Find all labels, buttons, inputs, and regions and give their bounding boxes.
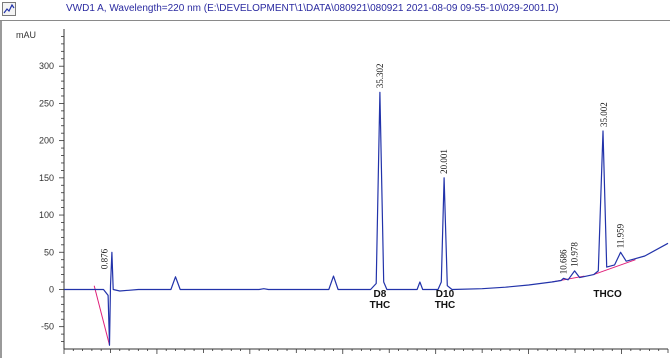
annotation-line2: THC — [435, 300, 456, 311]
window-title: VWD1 A, Wavelength=220 nm (E:\DEVELOPMEN… — [66, 3, 559, 14]
baseline-segment — [593, 259, 636, 276]
peak-label: 10.686 — [558, 249, 568, 274]
peak-label: 35.302 — [375, 64, 385, 89]
y-tick-label: 50 — [44, 247, 54, 257]
peak-labels: 0.876 35.302 20.001 10.686 10.978 35.002 11.95… — [100, 64, 626, 275]
title-bar: VWD1 A, Wavelength=220 nm (E:\DEVELOPMEN… — [0, 0, 670, 21]
y-axis-label: mAU — [16, 30, 36, 40]
y-tick-label: 150 — [39, 173, 54, 183]
baseline-segment — [93, 285, 111, 346]
chart-icon — [2, 2, 16, 16]
y-tick-label: 100 — [39, 210, 54, 220]
y-tick-label: 250 — [39, 98, 54, 108]
axes: -50050100150200250300mAU024681012 — [16, 29, 669, 358]
chromatogram-chart: -50050100150200250300mAU024681012 0.8763… — [16, 29, 669, 358]
chart-area — [0, 21, 670, 358]
peak-label: 11.959 — [616, 223, 626, 248]
peak-label: 10.978 — [570, 242, 580, 267]
y-tick-label: -50 — [41, 322, 54, 332]
annotation-line1: D8 — [374, 289, 387, 300]
annotation-line1: THCO — [593, 289, 622, 300]
trace-layer — [64, 91, 669, 346]
annotation-line1: D10 — [436, 289, 455, 300]
y-tick-label: 200 — [39, 136, 54, 146]
peak-label: 20.001 — [439, 149, 449, 174]
peak-label: 35.002 — [599, 102, 609, 127]
series-trace — [64, 91, 669, 346]
baseline-segments — [93, 259, 636, 346]
y-tick-label: 300 — [39, 61, 54, 71]
y-tick-label: 0 — [49, 284, 54, 294]
annotation-line2: THC — [370, 300, 391, 311]
peak-label: 0.876 — [100, 248, 110, 269]
